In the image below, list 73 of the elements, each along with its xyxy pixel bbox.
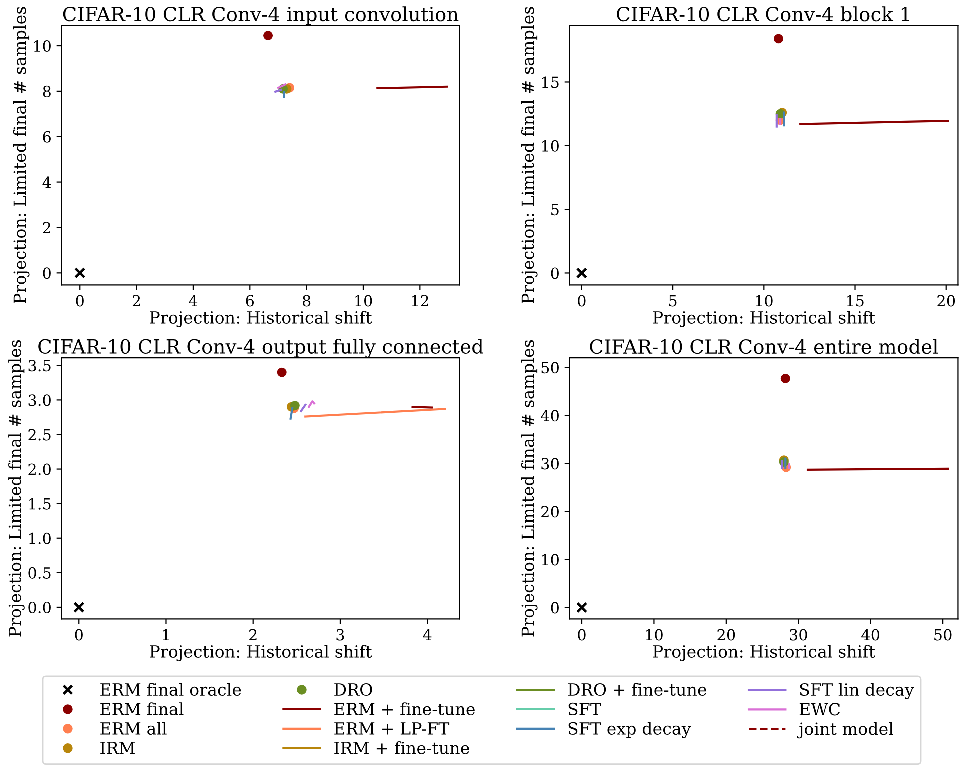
x-tick-label: 2 bbox=[132, 295, 140, 307]
y-tick-label: 40 bbox=[541, 410, 559, 422]
y-tick-label: 2 bbox=[43, 222, 50, 234]
x-tick-label: 5 bbox=[669, 295, 677, 307]
y-tick-label: 1.5 bbox=[30, 498, 51, 510]
y-tick-label: 4 bbox=[42, 176, 52, 188]
chart-title: CIFAR-10 CLR Conv-4 input convolution bbox=[63, 6, 459, 26]
y-tick-label: 6 bbox=[43, 131, 52, 143]
legend-label: SFT exp decay bbox=[568, 722, 692, 738]
legend-label: SFT lin decay bbox=[800, 683, 914, 700]
x-tick-label: 12 bbox=[412, 295, 428, 307]
x-tick-label: 3 bbox=[336, 629, 344, 641]
x-tick-label: 10 bbox=[356, 295, 372, 307]
y-tick-label: 5 bbox=[552, 204, 559, 216]
y-tick-label: 3.0 bbox=[28, 394, 51, 406]
y-tick-label: 1.0 bbox=[30, 532, 51, 544]
y-tick-label: 50 bbox=[542, 362, 559, 374]
x-tick-label: 4 bbox=[189, 295, 198, 307]
legend-label: ERM final oracle bbox=[100, 683, 242, 696]
x-tick-label: 0 bbox=[578, 295, 586, 307]
y-tick-label: 15 bbox=[542, 76, 559, 88]
legend-label: DRO + fine-tune bbox=[568, 683, 707, 696]
y-axis-title: Projection: Limited final # samples bbox=[13, 7, 30, 304]
x-tick-label: 15 bbox=[847, 295, 864, 307]
y-tick-label: 10 bbox=[542, 140, 559, 152]
legend-label: joint model bbox=[797, 722, 894, 739]
y-tick-label: 2.0 bbox=[28, 464, 51, 476]
x-tick-label: 0 bbox=[75, 629, 83, 641]
x-tick-label: 30 bbox=[790, 629, 808, 641]
y-tick-label: 0 bbox=[551, 268, 559, 280]
y-tick-label: 30 bbox=[542, 458, 559, 470]
y-axis-title: Projection: Limited final # samples bbox=[8, 340, 25, 637]
y-tick-label: 3.5 bbox=[28, 360, 51, 372]
y-axis-title: Projection: Limited final # samples bbox=[521, 7, 538, 304]
x-tick-label: 0 bbox=[76, 295, 84, 307]
legend-label: ERM final bbox=[100, 702, 184, 716]
y-tick-label: 0 bbox=[551, 602, 559, 614]
x-axis-title: Projection: Historical shift bbox=[150, 645, 372, 662]
legend-label: DRO bbox=[334, 683, 372, 696]
x-axis-title: Projection: Historical shift bbox=[653, 311, 876, 328]
x-tick-label: 2 bbox=[250, 629, 257, 641]
y-tick-label: 0.5 bbox=[28, 567, 51, 579]
x-tick-label: 10 bbox=[646, 629, 663, 641]
y-tick-label: 8 bbox=[43, 86, 51, 98]
y-tick-label: 2.5 bbox=[28, 429, 51, 441]
y-tick-label: 10 bbox=[542, 554, 559, 566]
y-tick-label: 0 bbox=[43, 268, 51, 280]
y-tick-label: 0.0 bbox=[28, 602, 51, 614]
legend-label: ERM + fine-tune bbox=[334, 702, 475, 716]
x-axis-title: Projection: Historical shift bbox=[653, 645, 876, 662]
legend-label: IRM bbox=[100, 742, 136, 754]
legend-label: IRM + fine-tune bbox=[334, 742, 470, 754]
x-tick-label: 0 bbox=[578, 629, 586, 641]
legend-label: SFT bbox=[568, 702, 602, 716]
x-tick-label: 50 bbox=[934, 629, 952, 641]
legend-label: ERM + LP-FT bbox=[334, 722, 450, 735]
chart-title: CIFAR-10 CLR Conv-4 block 1 bbox=[617, 6, 910, 22]
x-tick-label: 40 bbox=[862, 629, 880, 641]
chart-title: CIFAR-10 CLR Conv-4 entire model bbox=[590, 339, 938, 354]
x-tick-label: 20 bbox=[938, 295, 956, 307]
x-tick-label: 1 bbox=[163, 629, 169, 641]
y-tick-label: 20 bbox=[542, 506, 559, 518]
legend-label: EWC bbox=[800, 703, 840, 716]
x-tick-label: 20 bbox=[718, 629, 736, 641]
y-axis-title: Projection: Limited final # samples bbox=[521, 340, 538, 637]
x-tick-label: 8 bbox=[302, 295, 311, 307]
y-tick-label: 10 bbox=[34, 40, 51, 52]
x-tick-label: 4 bbox=[423, 629, 432, 641]
chart-title: CIFAR-10 CLR Conv-4 output fully connected bbox=[38, 338, 484, 358]
x-tick-label: 10 bbox=[756, 295, 773, 307]
x-tick-label: 6 bbox=[246, 295, 254, 307]
x-axis-title: Projection: Historical shift bbox=[150, 311, 372, 328]
legend-label: ERM all bbox=[100, 722, 167, 735]
